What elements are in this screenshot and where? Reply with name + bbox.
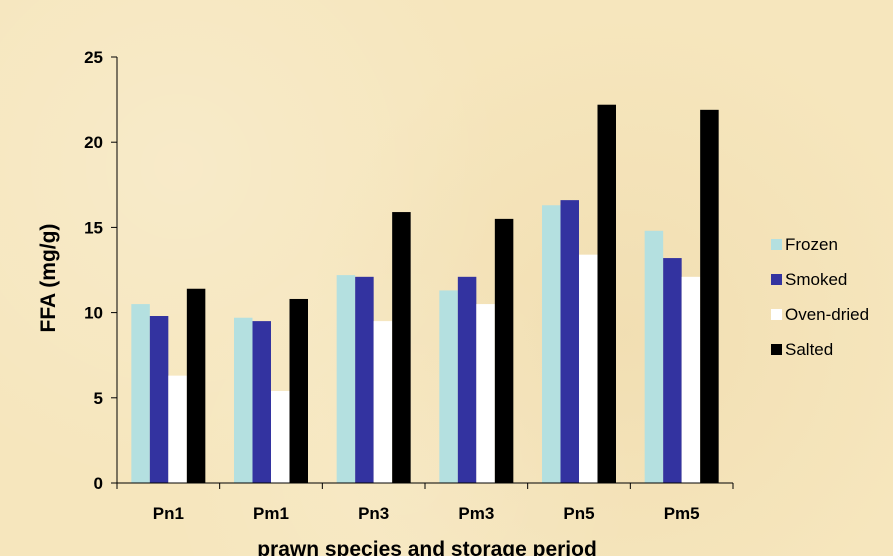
legend-swatch-smoked — [771, 274, 782, 285]
legend-label-oven-dried: Oven-dried — [785, 305, 869, 324]
bar-pn3-salted — [392, 212, 411, 483]
y-axis-title: FFA (mg/g) — [37, 224, 60, 333]
bar-pm3-salted — [494, 218, 514, 483]
x-tick-label-pm5: Pm5 — [664, 504, 700, 523]
bar-pm1-oven-dried — [271, 390, 290, 483]
x-tick-label-pm3: Pm3 — [458, 504, 494, 523]
bar-pn1-smoked — [149, 316, 169, 483]
bar-pm1-salted — [289, 298, 308, 483]
legend-swatch-salted — [771, 344, 782, 355]
bar-pm3-frozen — [439, 290, 458, 483]
bars-layer — [131, 104, 719, 484]
y-tick-label-25: 25 — [84, 48, 103, 67]
legend-swatch-frozen — [771, 239, 782, 250]
bar-pn5-salted — [597, 104, 616, 483]
legend-label-smoked: Smoked — [785, 270, 847, 289]
legend: Frozen Smoked Oven-dried Salted — [771, 235, 869, 359]
bar-pn3-smoked — [355, 276, 374, 483]
bar-pm5-smoked — [663, 258, 682, 483]
bar-pm5-salted — [700, 109, 719, 483]
x-tick-label-pn3: Pn3 — [358, 504, 389, 523]
y-tick-label-10: 10 — [84, 304, 103, 323]
y-tick-label-15: 15 — [84, 218, 103, 237]
bar-pn5-frozen — [542, 205, 561, 484]
legend-label-salted: Salted — [785, 340, 833, 359]
bar-pn5-oven-dried — [579, 254, 598, 483]
bar-pm1-smoked — [252, 321, 271, 483]
bar-pn1-salted — [186, 288, 206, 483]
axes-layer — [116, 57, 733, 484]
bar-pm5-frozen — [644, 230, 664, 483]
bar-pn5-smoked — [560, 200, 579, 484]
y-tick-label-20: 20 — [84, 133, 103, 152]
bar-pn3-oven-dried — [373, 321, 393, 483]
bar-pm3-smoked — [457, 276, 477, 483]
x-tick-label-pm1: Pm1 — [253, 504, 289, 523]
bar-pm3-oven-dried — [476, 304, 495, 483]
bar-pm1-frozen — [234, 317, 253, 483]
bar-pn3-frozen — [336, 275, 356, 483]
legend-swatch-oven-dried — [771, 309, 782, 320]
bar-pn1-frozen — [131, 304, 150, 483]
bar-pm5-oven-dried — [681, 276, 701, 483]
legend-label-frozen: Frozen — [785, 235, 838, 254]
x-axis-title: prawn species and storage period — [257, 538, 597, 556]
x-tick-label-pn1: Pn1 — [153, 504, 184, 523]
ticks-layer: 0 5 10 15 20 25 Pn1 Pm1 Pn3 Pm3 Pn5 Pm5 — [84, 48, 734, 523]
y-tick-label-0: 0 — [94, 474, 103, 493]
x-tick-label-pn5: Pn5 — [563, 504, 594, 523]
bar-pn1-oven-dried — [168, 375, 187, 483]
y-tick-label-5: 5 — [94, 389, 103, 408]
